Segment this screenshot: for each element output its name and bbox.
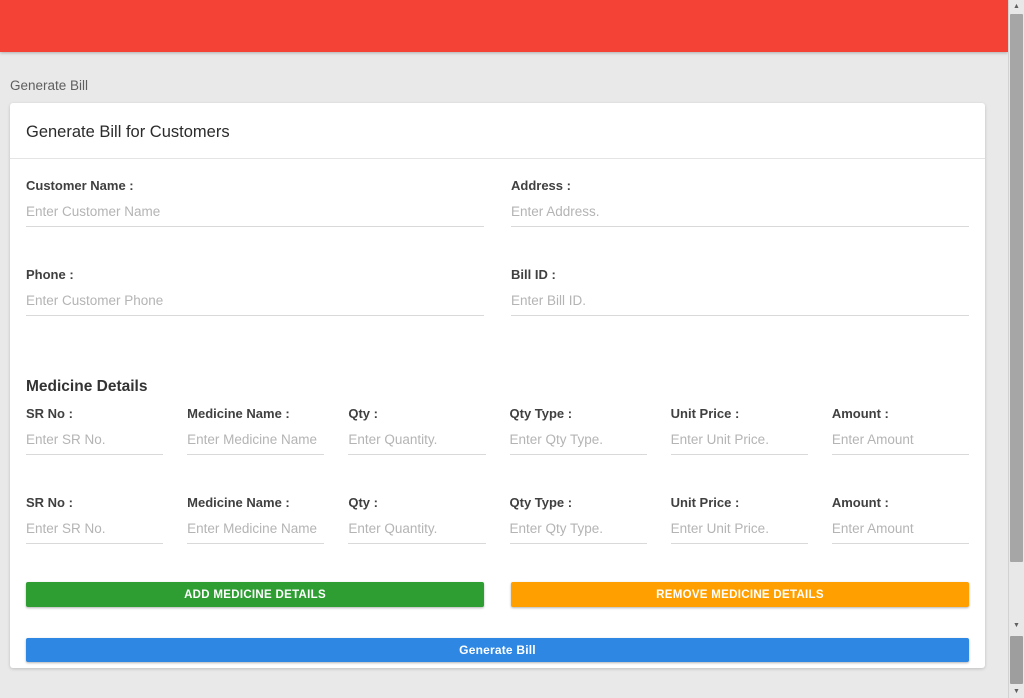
address-input[interactable] [511, 199, 969, 227]
qty-input-1[interactable] [348, 427, 486, 455]
unit-price-label: Unit Price : [670, 406, 740, 421]
scrollbar-bottom-arrow-icon[interactable]: ▼ [1013, 688, 1020, 695]
field-unit-price-1: Unit Price : [670, 406, 808, 455]
customer-name-label: Customer Name : [26, 178, 134, 193]
bill-id-label: Bill ID : [511, 267, 556, 282]
card-header: Generate Bill for Customers [10, 103, 985, 158]
phone-input[interactable] [26, 288, 484, 316]
sr-no-input-2[interactable] [26, 516, 164, 544]
sr-no-label: SR No : [26, 406, 73, 421]
qty-label: Qty : [348, 495, 378, 510]
sr-no-label: SR No : [26, 495, 73, 510]
medicine-actions: ADD MEDICINE DETAILS REMOVE MEDICINE DET… [26, 582, 969, 607]
amount-label: Amount : [831, 495, 889, 510]
app-header [0, 0, 1008, 52]
customer-form: Customer Name : Address : Phone : Bill I… [10, 159, 985, 316]
field-sr-no-2: SR No : [26, 495, 164, 544]
amount-label: Amount : [831, 406, 889, 421]
scrollbar[interactable]: ▲ ▼ ▼ [1008, 0, 1024, 698]
field-unit-price-2: Unit Price : [670, 495, 808, 544]
scrollbar-down-arrow-icon[interactable]: ▼ [1013, 622, 1020, 629]
unit-price-input-2[interactable] [670, 516, 808, 544]
field-customer-name: Customer Name : [26, 178, 484, 227]
field-address: Address : [511, 178, 969, 227]
field-amount-1: Amount : [831, 406, 969, 455]
amount-input-1[interactable] [831, 427, 969, 455]
field-medicine-name-1: Medicine Name : [187, 406, 325, 455]
medicine-name-label: Medicine Name : [187, 406, 290, 421]
card-title-divider [10, 158, 985, 159]
field-amount-2: Amount : [831, 495, 969, 544]
qty-type-label: Qty Type : [509, 495, 573, 510]
address-label: Address : [511, 178, 571, 193]
breadcrumb: Generate Bill [10, 78, 89, 93]
field-sr-no-1: SR No : [26, 406, 164, 455]
qty-input-2[interactable] [348, 516, 486, 544]
unit-price-label: Unit Price : [670, 495, 740, 510]
card-title: Generate Bill for Customers [26, 123, 230, 141]
medicine-name-label: Medicine Name : [187, 495, 290, 510]
field-qty-type-1: Qty Type : [509, 406, 647, 455]
bill-id-input[interactable] [511, 288, 969, 316]
field-qty-2: Qty : [348, 495, 486, 544]
medicine-row-2: SR No : Medicine Name : Qty : Qty Type :… [10, 495, 985, 544]
field-medicine-name-2: Medicine Name : [187, 495, 325, 544]
qty-type-label: Qty Type : [509, 406, 573, 421]
field-bill-id: Bill ID : [511, 267, 969, 316]
add-medicine-details-button[interactable]: ADD MEDICINE DETAILS [26, 582, 484, 607]
medicine-details-title: Medicine Details [26, 378, 148, 395]
medicine-row-1: SR No : Medicine Name : Qty : Qty Type :… [10, 406, 985, 455]
medicine-name-input-1[interactable] [187, 427, 325, 455]
scrollbar-thumb[interactable] [1010, 14, 1023, 562]
remove-medicine-details-button[interactable]: REMOVE MEDICINE DETAILS [511, 582, 969, 607]
unit-price-input-1[interactable] [670, 427, 808, 455]
customer-name-input[interactable] [26, 199, 484, 227]
medicine-name-input-2[interactable] [187, 516, 325, 544]
qty-label: Qty : [348, 406, 378, 421]
field-qty-type-2: Qty Type : [509, 495, 647, 544]
scrollbar-up-arrow-icon[interactable]: ▲ [1013, 3, 1020, 10]
generate-bill-card: Generate Bill for Customers Customer Nam… [10, 103, 985, 668]
scrollbar-thumb-secondary[interactable] [1010, 636, 1023, 684]
field-qty-1: Qty : [348, 406, 486, 455]
phone-label: Phone : [26, 267, 74, 282]
qty-type-input-1[interactable] [509, 427, 647, 455]
generate-bill-button[interactable]: Generate Bill [26, 638, 969, 662]
sr-no-input-1[interactable] [26, 427, 164, 455]
amount-input-2[interactable] [831, 516, 969, 544]
field-phone: Phone : [26, 267, 484, 316]
qty-type-input-2[interactable] [509, 516, 647, 544]
